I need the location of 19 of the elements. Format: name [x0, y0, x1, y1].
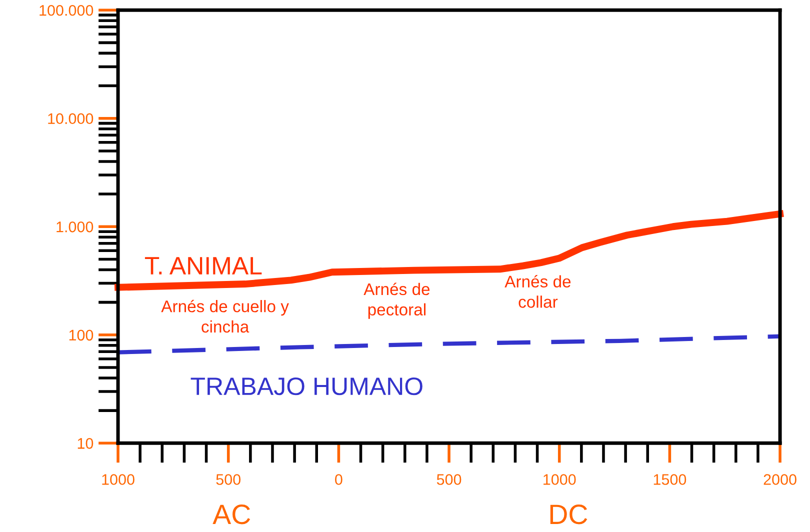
y-tick-label: 1.000: [56, 222, 94, 232]
annotation: Arnés de cuello y cincha: [161, 300, 289, 333]
text: DC: [550, 504, 588, 524]
x-tick-label: 0: [335, 474, 342, 485]
x-tick-label: 1500: [654, 474, 686, 485]
series-label: T. ANIMAL: [144, 257, 262, 274]
y-tick-label: 10: [78, 438, 94, 449]
series-label: TRABAJO HUMANO: [190, 377, 422, 396]
text: AC: [212, 504, 250, 524]
x-tick-label: 500: [216, 474, 240, 485]
x-tick-label: 1000: [102, 474, 134, 485]
y-tick-label: 100.000: [40, 4, 94, 16]
y-tick-label: 10.000: [48, 113, 94, 124]
x-tick-label: 1000: [544, 474, 576, 485]
annotation: Arnés de pectoral: [364, 282, 430, 319]
annotation: Arnés de collar: [504, 275, 571, 308]
x-tick-label: 2000: [764, 474, 796, 485]
y-tick-label: 100: [69, 330, 94, 341]
x-tick-label: 500: [436, 474, 462, 485]
